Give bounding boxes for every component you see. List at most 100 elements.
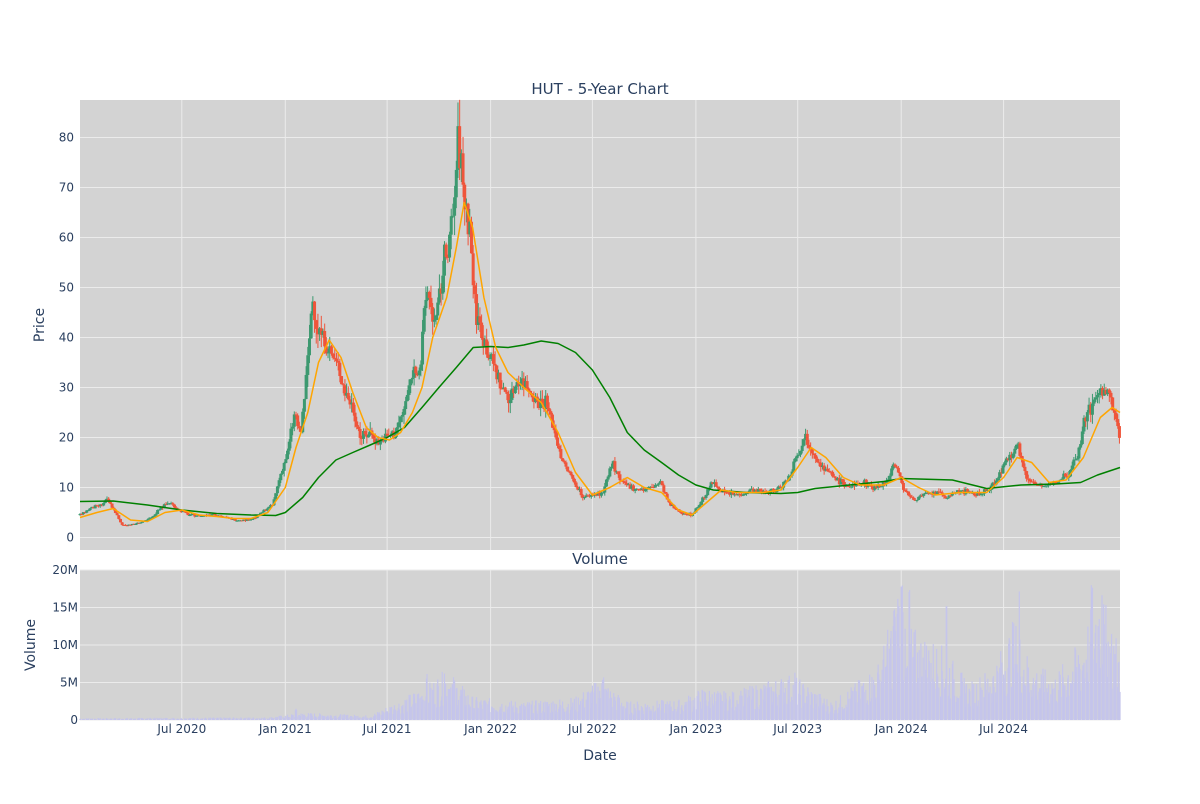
candle-down [213, 513, 217, 516]
candle-down [1089, 404, 1093, 415]
volume-bar [316, 717, 318, 720]
volume-bar [97, 718, 100, 720]
candle-up [991, 482, 995, 486]
volume-bar [883, 645, 885, 720]
candle-down [1026, 478, 1030, 480]
candle-down [1111, 397, 1115, 411]
candle-down [486, 354, 490, 359]
candle-up [426, 291, 430, 300]
candle-up [510, 388, 514, 400]
candle-up [130, 523, 134, 525]
candle-up [1008, 454, 1012, 461]
date-tick-label: Jul 2023 [772, 722, 822, 736]
candle-down [834, 477, 838, 481]
volume-bar [897, 598, 899, 720]
candle-down [439, 288, 443, 294]
volume-bar [1009, 640, 1011, 720]
volume-bar [509, 702, 511, 720]
candle-down [728, 492, 732, 495]
candle-up [302, 398, 306, 412]
volume-bar [827, 706, 829, 720]
candle-up [454, 169, 458, 198]
volume-bar [902, 679, 905, 720]
candle-up [750, 488, 754, 490]
candle-down [458, 126, 462, 169]
candle-up [1004, 458, 1008, 463]
candle-down [561, 458, 565, 462]
candle-up [523, 381, 527, 388]
volume-bar [938, 687, 940, 720]
candle-up [873, 486, 877, 490]
volume-bar [1032, 677, 1034, 720]
volume-bar [969, 706, 971, 720]
volume-bar [292, 715, 294, 720]
volume-bar [393, 705, 396, 720]
candle-down [939, 491, 943, 493]
candle-up [802, 439, 806, 446]
candle-down [638, 489, 642, 491]
candle-up [149, 518, 153, 520]
candle-down [129, 524, 133, 526]
candle-down [179, 509, 183, 513]
volume-bar [631, 713, 633, 720]
candle-down [680, 512, 684, 515]
volume-bar [357, 715, 359, 720]
candle-down [711, 482, 715, 484]
candle-down [184, 511, 188, 513]
candle-down [95, 505, 99, 507]
candle-up [468, 221, 472, 235]
volume-bar [674, 709, 676, 720]
candle-down [1109, 392, 1113, 398]
candle-down [594, 494, 598, 496]
volume-bar [142, 718, 144, 720]
volume-bar [454, 680, 456, 720]
volume-bar [814, 694, 816, 720]
price-tick-label: 40 [59, 331, 74, 345]
volume-bar [890, 631, 892, 720]
candle-down [684, 513, 688, 515]
candle-up [464, 203, 468, 210]
candle-down [760, 489, 764, 493]
volume-bar [324, 715, 326, 720]
volume-bar [942, 679, 944, 720]
candle-down [822, 465, 826, 471]
candle-up [741, 494, 745, 496]
volume-bar [457, 699, 460, 720]
volume-bar [1048, 703, 1050, 720]
candle-up [127, 524, 131, 526]
candle-up [793, 458, 797, 462]
candle-up [608, 468, 612, 477]
candle-down [805, 433, 809, 445]
candle-up [361, 431, 365, 439]
candle-down [731, 491, 735, 495]
candle-up [151, 516, 155, 519]
candle-up [134, 523, 138, 525]
candle-up [1043, 485, 1047, 487]
candle-down [466, 203, 470, 235]
candle-down [183, 511, 187, 513]
candle-up [90, 506, 94, 509]
volume-bar [630, 701, 632, 720]
candle-down [878, 485, 882, 488]
date-tick-label: Jul 2024 [978, 722, 1028, 736]
candle-down [333, 357, 337, 359]
candle-up [657, 483, 661, 485]
candle-up [301, 411, 305, 433]
candle-up [508, 399, 512, 404]
candle-up [167, 503, 171, 505]
candle-up [964, 489, 968, 495]
volume-bar [784, 688, 786, 720]
candle-down [174, 507, 178, 509]
volume-bar [1013, 623, 1015, 720]
volume-bar [355, 715, 357, 720]
volume-bar [359, 717, 361, 720]
candle-up [981, 493, 985, 495]
volume-tick-label: 15M [52, 601, 78, 615]
volume-bar [139, 717, 141, 720]
candle-down [554, 430, 558, 438]
candle-down [240, 520, 244, 522]
candle-down [1028, 479, 1032, 482]
date-tick-label: Jan 2024 [874, 722, 928, 736]
candle-up [287, 441, 291, 451]
candle-up [736, 494, 740, 496]
